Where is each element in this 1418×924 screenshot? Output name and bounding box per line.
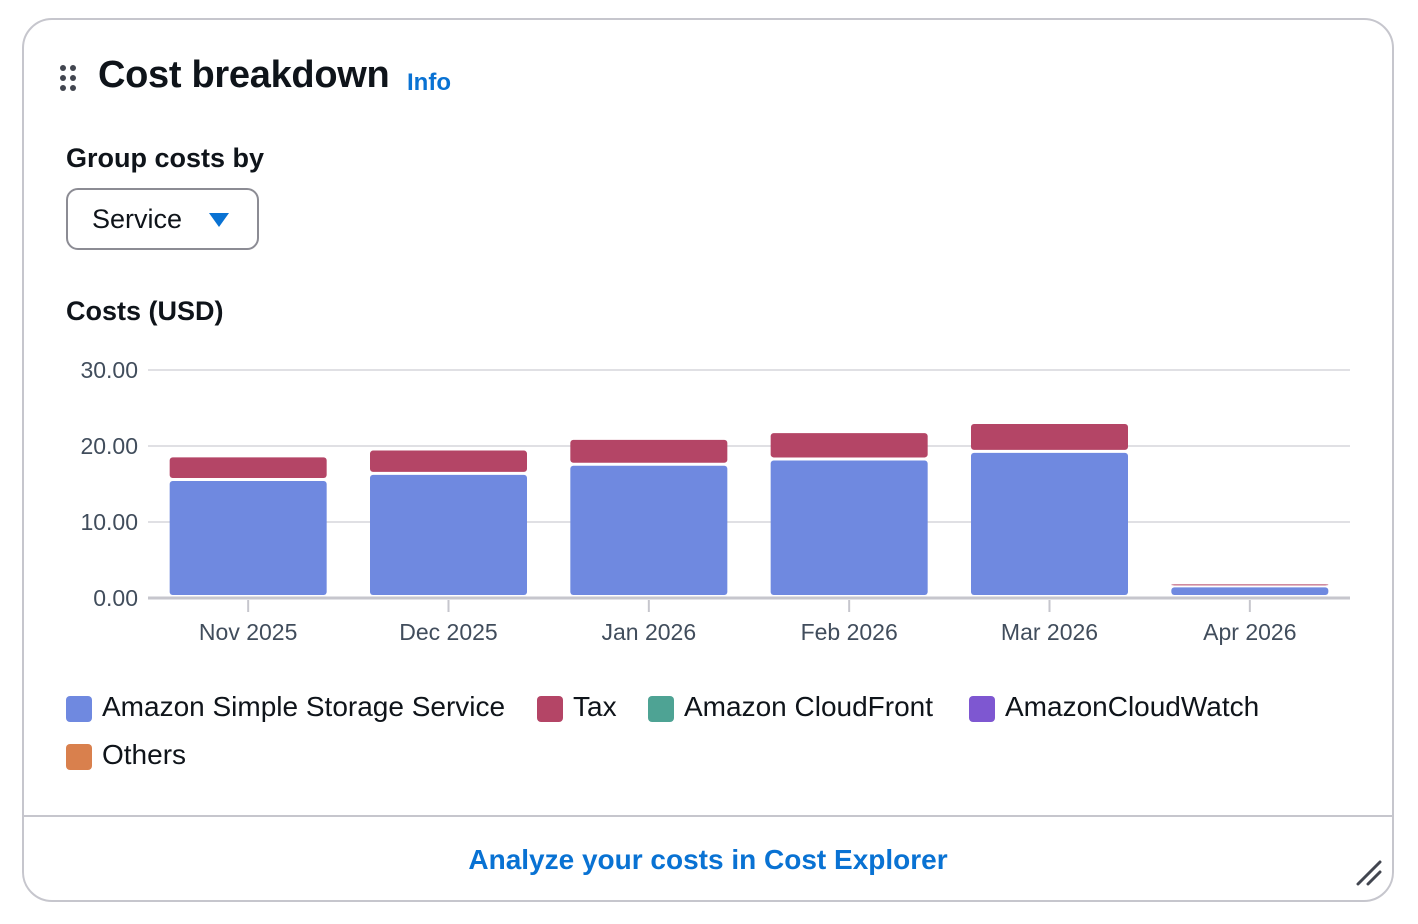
group-by-label: Group costs by (66, 143, 265, 173)
bar-segment (971, 452, 1128, 595)
group-by-select[interactable]: Service (66, 188, 259, 250)
legend-swatch (537, 696, 563, 722)
legend-label: Amazon CloudFront (684, 691, 934, 722)
bar-segment (971, 423, 1128, 450)
widget-title: Cost breakdown (98, 54, 390, 96)
x-tick-label: Apr 2026 (1203, 619, 1296, 645)
x-tick-label: Feb 2026 (801, 619, 898, 645)
bar-segment (770, 433, 928, 458)
chart-y-title: Costs (USD) (66, 296, 224, 326)
bar-segment (570, 439, 728, 463)
y-tick-label: 10.00 (80, 509, 138, 535)
caret-down-icon (209, 213, 229, 227)
info-link[interactable]: Info (407, 69, 451, 96)
y-tick-label: 0.00 (93, 585, 138, 611)
cost-explorer-link[interactable]: Analyze your costs in Cost Explorer (468, 844, 948, 875)
cost-breakdown-widget: Cost breakdown Info Group costs by Servi… (22, 18, 1394, 902)
legend-label: Tax (573, 691, 617, 722)
legend-swatch (648, 696, 674, 722)
legend-swatch (66, 696, 92, 722)
cost-bar-chart: 0.00 10.00 20.00 30.00 Nov 2025 Dec 2025 Jan 2… (80, 357, 1350, 645)
bar-segment (1171, 584, 1329, 586)
x-tick-label: Mar 2026 (1001, 619, 1098, 645)
x-tick-label: Jan 2026 (602, 619, 697, 645)
legend-label: AmazonCloudWatch (1005, 691, 1260, 722)
bar-segment (370, 450, 527, 472)
bar-segment (570, 465, 728, 595)
x-tick-label: Nov 2025 (199, 619, 297, 645)
bar-segment (770, 460, 928, 595)
y-tick-label: 30.00 (80, 357, 138, 383)
bar-segment (169, 480, 327, 595)
group-by-selected-value: Service (92, 204, 183, 234)
legend-swatch (969, 696, 995, 722)
legend-swatch (66, 744, 92, 770)
y-tick-label: 20.00 (80, 433, 138, 459)
footer-divider (24, 815, 1392, 817)
bar-segment (370, 474, 527, 595)
x-tick-label: Dec 2025 (399, 619, 497, 645)
resize-handle-icon[interactable] (1354, 858, 1382, 886)
drag-handle-icon[interactable] (60, 65, 78, 93)
bar-segment (169, 457, 327, 478)
legend-label: Amazon Simple Storage Service (102, 691, 506, 722)
bar-segment (1171, 587, 1329, 595)
legend-label: Others (102, 739, 187, 770)
